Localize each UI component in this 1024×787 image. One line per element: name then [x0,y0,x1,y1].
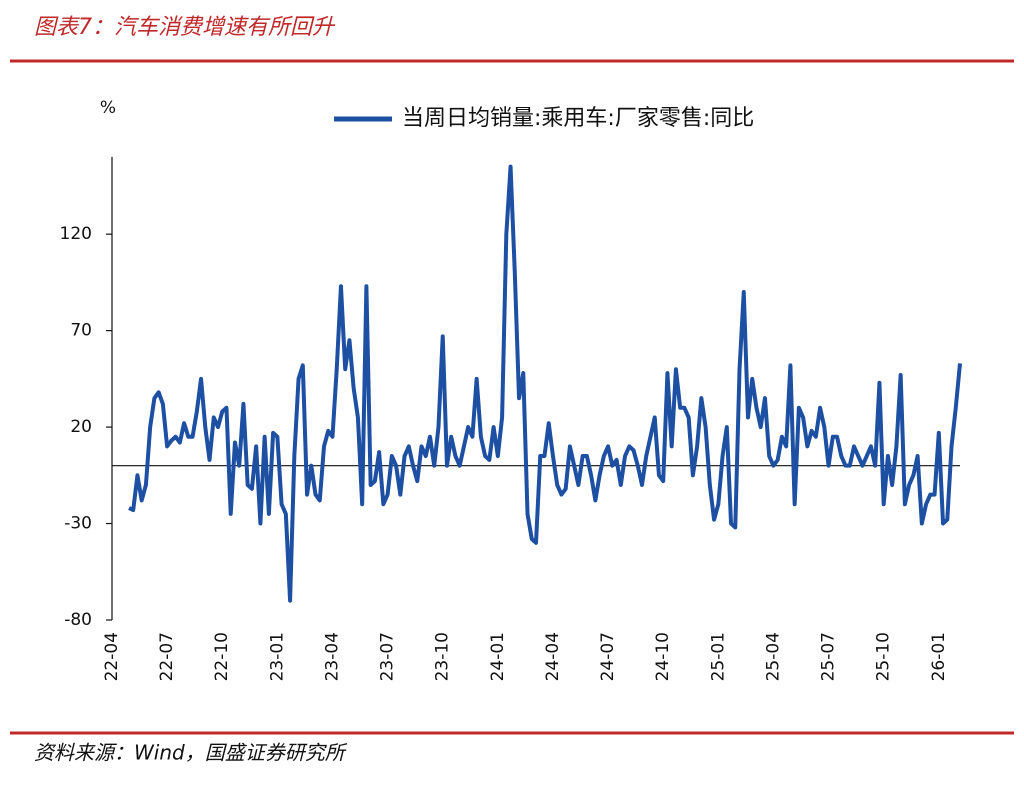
x-tick-label: 23-01 [267,632,287,681]
x-tick-label: 22-07 [157,632,177,681]
y-axis-label: % [100,98,116,118]
x-tick-label: 23-04 [322,632,342,681]
legend-label: 当周日均销量:乘用车:厂家零售:同比 [402,106,754,131]
x-tick-label: 25-04 [763,632,783,681]
x-tick-label: 22-10 [212,632,232,681]
x-tick-label: 24-10 [653,632,673,681]
x-tick-label: 24-01 [488,632,508,681]
x-tick-label: 25-07 [819,632,839,681]
x-tick-label: 26-01 [929,632,949,681]
y-tick-label: -80 [64,610,92,630]
y-tick-label: -30 [64,514,92,534]
data-line [128,164,962,603]
x-tick-label: 24-07 [598,632,618,681]
y-tick-label: 70 [70,321,92,341]
y-tick-label: 120 [60,224,92,244]
y-tick-label: 20 [70,417,92,437]
chart-title: 图表7：汽车消费增速有所回升 [34,15,336,40]
x-tick-label: 23-07 [378,632,398,681]
x-tick-label: 25-10 [874,632,894,681]
x-tick-label: 22-04 [102,632,122,681]
source-note: 资料来源：Wind，国盛证券研究所 [34,741,348,765]
x-tick-label: 25-01 [708,632,728,681]
x-tick-label: 23-10 [433,632,453,681]
x-tick-label: 24-04 [543,632,563,681]
